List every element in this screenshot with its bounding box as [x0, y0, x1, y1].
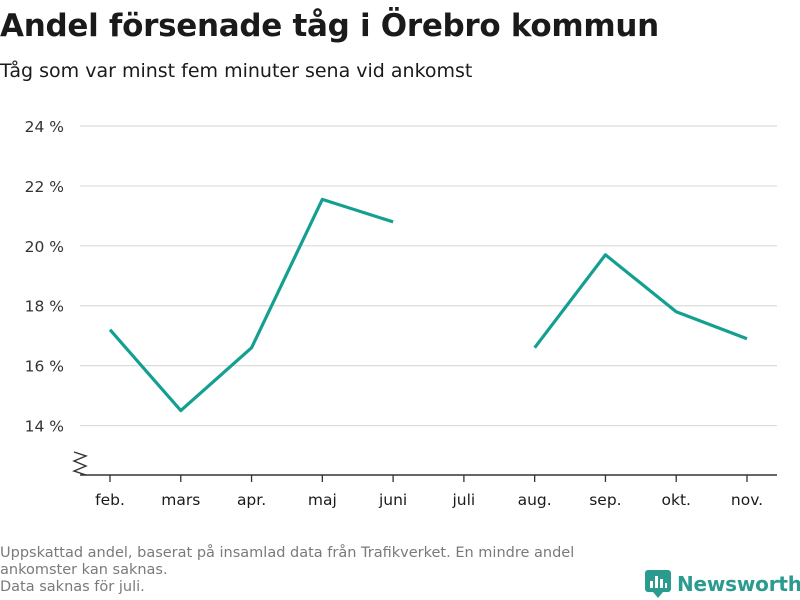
footer-note: Uppskattad andel, baserat på insamlad da…: [0, 545, 640, 596]
y-axis-ticks: 14 % 16 % 18 % 20 % 22 % 24 %: [25, 118, 64, 436]
x-tick-label: feb.: [95, 491, 125, 509]
x-axis-ticks: feb. mars apr. maj juni juli aug. sep. okt. nov.: [95, 475, 763, 509]
chart-title: Andel försenade tåg i Örebro kommun: [0, 8, 659, 44]
y-tick-label: 18 %: [25, 298, 64, 316]
grid-lines: [80, 125, 777, 427]
x-tick-label: juni: [378, 491, 407, 509]
series-line: [533, 253, 748, 349]
x-tick-label: aug.: [518, 491, 552, 509]
newsworthy-logo-icon: [645, 570, 671, 598]
x-tick-label: mars: [161, 491, 200, 509]
axis-break-symbol: [72, 451, 88, 476]
x-tick-label: apr.: [237, 491, 266, 509]
series-line: [108, 197, 394, 413]
x-tick-label: sep.: [589, 491, 621, 509]
y-tick-label: 20 %: [25, 238, 64, 256]
x-tick-label: nov.: [731, 491, 763, 509]
y-tick-label: 16 %: [25, 358, 64, 376]
brand-name: Newsworthy: [677, 572, 800, 596]
newsworthy-logo[interactable]: Newsworthy: [645, 570, 800, 598]
y-tick-label: 22 %: [25, 178, 64, 196]
x-tick-label: juli: [452, 491, 476, 509]
x-tick-label: maj: [308, 491, 337, 509]
chart-subtitle: Tåg som var minst fem minuter sena vid a…: [0, 60, 473, 82]
y-tick-label: 14 %: [25, 418, 64, 436]
line-chart: 14 % 16 % 18 % 20 % 22 % 24 % feb. mars apr. maj…: [25, 118, 777, 509]
x-tick-label: okt.: [661, 491, 690, 509]
footer-note-line: Uppskattad andel, baserat på insamlad da…: [0, 545, 575, 578]
footer-note-line: Data saknas för juli.: [0, 579, 145, 595]
series-group: [108, 197, 748, 413]
y-tick-label: 24 %: [25, 118, 64, 136]
